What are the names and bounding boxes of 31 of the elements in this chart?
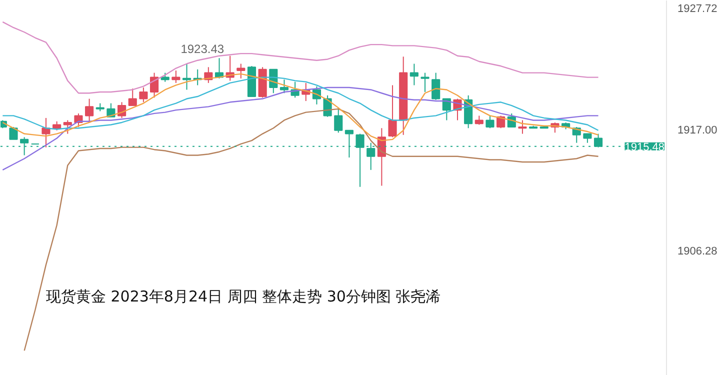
candlestick	[388, 84, 397, 138]
candlestick	[518, 120, 527, 134]
candlestick	[85, 98, 94, 123]
candlestick	[432, 72, 440, 100]
candlestick	[42, 117, 50, 148]
annotation: 现货黄金 2023年8月24日 周四 整体走势 30分钟图 张尧浠	[46, 288, 441, 306]
candlestick	[420, 72, 430, 92]
candlestick	[63, 120, 72, 134]
candlestick	[236, 63, 246, 79]
candlestick	[74, 112, 83, 128]
candlestick	[583, 133, 592, 144]
ref-line-label: 1915.48	[624, 141, 665, 154]
candlestick	[160, 72, 170, 82]
y-tick-label: 1906.28	[678, 245, 718, 258]
line-series	[2, 21, 599, 94]
candlestick	[474, 115, 484, 126]
candlestick	[52, 120, 62, 131]
candlestick	[182, 63, 192, 90]
candlestick	[9, 126, 18, 140]
candlestick	[486, 115, 494, 129]
annotation: 1923.43	[180, 42, 224, 56]
candlestick	[280, 79, 289, 94]
y-tick-label: 1927.72	[678, 3, 718, 16]
line-series	[2, 86, 599, 171]
candlestick	[410, 63, 418, 86]
candlestick	[128, 88, 137, 106]
candlestick	[150, 72, 159, 98]
y-tick-label: 1917.00	[678, 124, 718, 136]
candlestick	[172, 70, 180, 84]
candlestick	[334, 107, 343, 134]
candlestick	[139, 86, 148, 103]
